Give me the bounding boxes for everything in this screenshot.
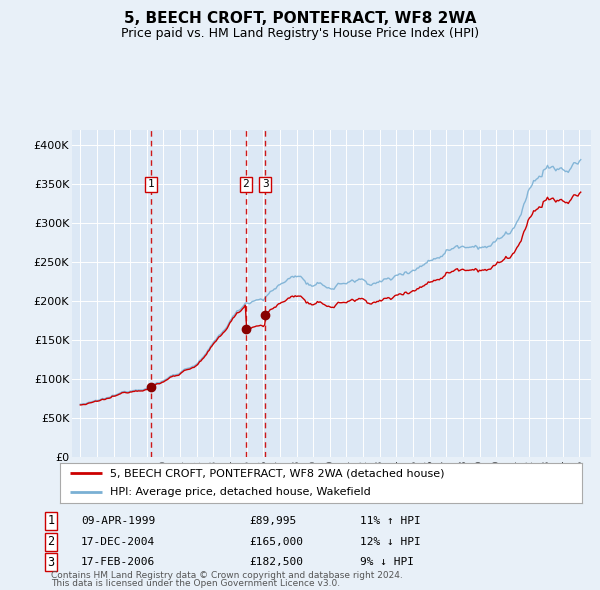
Text: 17-FEB-2006: 17-FEB-2006: [81, 558, 155, 567]
Text: 3: 3: [262, 179, 269, 189]
Text: 11% ↑ HPI: 11% ↑ HPI: [360, 516, 421, 526]
Text: 3: 3: [47, 556, 55, 569]
Text: 17-DEC-2004: 17-DEC-2004: [81, 537, 155, 546]
Text: 2: 2: [47, 535, 55, 548]
Text: 2: 2: [242, 179, 250, 189]
Text: 09-APR-1999: 09-APR-1999: [81, 516, 155, 526]
Text: Contains HM Land Registry data © Crown copyright and database right 2024.: Contains HM Land Registry data © Crown c…: [51, 571, 403, 580]
Text: This data is licensed under the Open Government Licence v3.0.: This data is licensed under the Open Gov…: [51, 579, 340, 588]
Text: £89,995: £89,995: [249, 516, 296, 526]
Text: 9% ↓ HPI: 9% ↓ HPI: [360, 558, 414, 567]
Text: 1: 1: [148, 179, 155, 189]
Text: Price paid vs. HM Land Registry's House Price Index (HPI): Price paid vs. HM Land Registry's House …: [121, 27, 479, 40]
Text: 12% ↓ HPI: 12% ↓ HPI: [360, 537, 421, 546]
Text: 5, BEECH CROFT, PONTEFRACT, WF8 2WA: 5, BEECH CROFT, PONTEFRACT, WF8 2WA: [124, 11, 476, 25]
Text: £165,000: £165,000: [249, 537, 303, 546]
Text: HPI: Average price, detached house, Wakefield: HPI: Average price, detached house, Wake…: [110, 487, 370, 497]
Text: 5, BEECH CROFT, PONTEFRACT, WF8 2WA (detached house): 5, BEECH CROFT, PONTEFRACT, WF8 2WA (det…: [110, 468, 444, 478]
Text: £182,500: £182,500: [249, 558, 303, 567]
Text: 1: 1: [47, 514, 55, 527]
